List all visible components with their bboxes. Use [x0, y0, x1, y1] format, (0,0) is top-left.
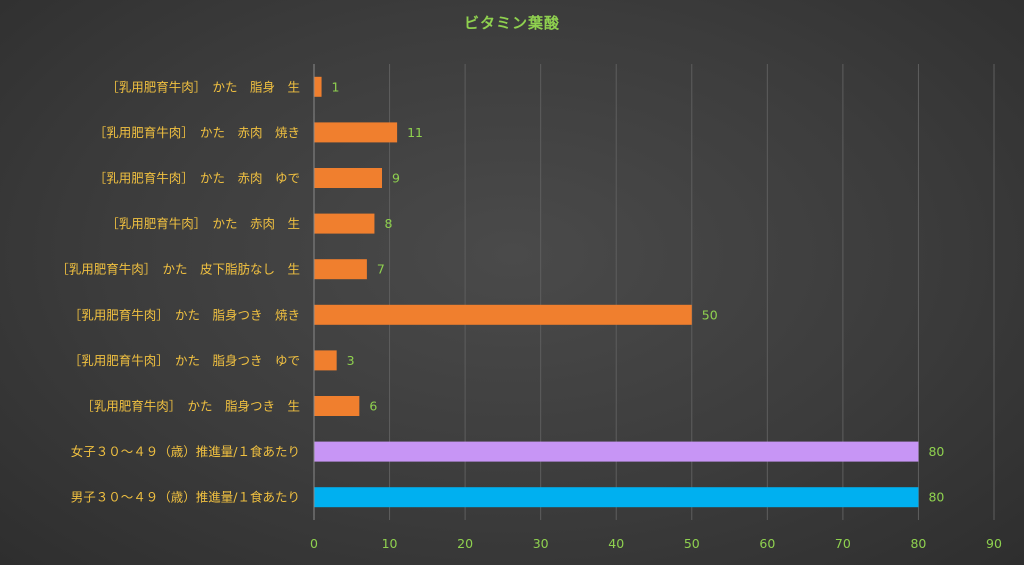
bar	[314, 304, 692, 325]
bar	[314, 396, 360, 416]
category-label: ［乳用肥育牛肉］ かた 赤肉 焼き	[94, 125, 300, 140]
bar	[314, 122, 398, 143]
x-tick-label: 0	[310, 536, 318, 551]
category-label: ［乳用肥育牛肉］ かた 皮下脂肪なし 生	[56, 262, 300, 277]
bar	[314, 441, 919, 462]
x-tick-label: 30	[533, 536, 549, 551]
bar	[314, 76, 322, 97]
chart-title: ビタミン葉酸	[463, 14, 560, 32]
value-label: 11	[407, 125, 423, 140]
category-label: 男子３０～４９（歳）推進量/１食あたり	[71, 490, 300, 505]
x-tick-label: 60	[759, 536, 775, 551]
value-label: 1	[332, 79, 340, 94]
x-tick-label: 10	[382, 536, 398, 551]
x-tick-label: 40	[608, 536, 624, 551]
value-label: 50	[702, 307, 718, 322]
x-tick-label: 20	[457, 536, 473, 551]
value-label: 80	[928, 444, 944, 459]
category-label: ［乳用肥育牛肉］ かた 赤肉 ゆで	[94, 171, 300, 186]
value-label: 9	[392, 171, 400, 186]
value-label: 7	[377, 262, 385, 277]
value-label: 80	[928, 490, 944, 505]
category-label: ［乳用肥育牛肉］ かた 脂身つき ゆで	[69, 353, 300, 368]
x-tick-label: 80	[910, 536, 926, 551]
x-tick-label: 50	[684, 536, 700, 551]
bar	[314, 487, 919, 508]
category-label: ［乳用肥育牛肉］ かた 脂身つき 生	[81, 399, 300, 414]
category-label: ［乳用肥育牛肉］ かた 脂身つき 焼き	[69, 307, 300, 322]
x-tick-label: 90	[986, 536, 1002, 551]
category-label: 女子３０～４９（歳）推進量/１食あたり	[71, 444, 300, 459]
bar	[314, 168, 382, 188]
bar	[314, 259, 367, 280]
category-label: ［乳用肥育牛肉］ かた 脂身 生	[106, 79, 300, 94]
x-tick-label: 70	[835, 536, 851, 551]
bar	[314, 350, 337, 371]
value-label: 6	[369, 399, 377, 414]
bar	[314, 213, 375, 234]
value-label: 3	[347, 353, 355, 368]
category-label: ［乳用肥育牛肉］ かた 赤肉 生	[106, 216, 300, 231]
value-label: 8	[384, 216, 392, 231]
